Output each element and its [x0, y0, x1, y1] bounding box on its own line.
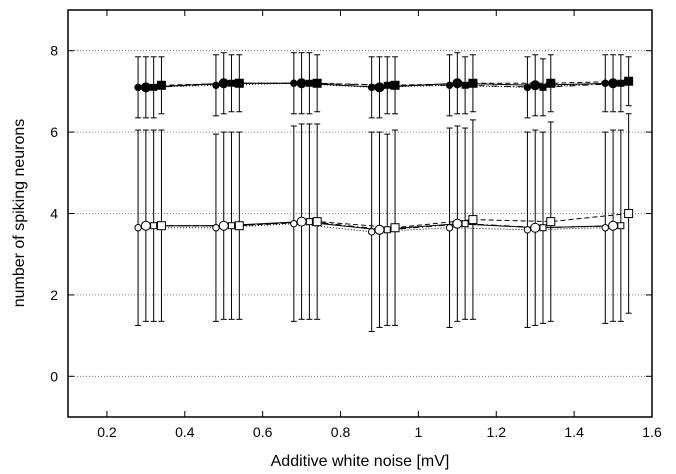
data-point-circle [290, 79, 298, 87]
data-point-circle [608, 78, 619, 89]
data-point-circle [296, 78, 307, 89]
data-point-square [305, 79, 313, 87]
data-point-circle [523, 226, 532, 234]
data-point-circle [218, 220, 229, 231]
y-axis-ticks: 0 2 4 6 8 [50, 43, 652, 384]
x-tick-label: 0.6 [253, 424, 273, 440]
data-point-square [617, 79, 625, 87]
data-point-circle [134, 83, 142, 92]
x-tick-label: 1.4 [564, 424, 584, 440]
data-point-square [539, 83, 547, 91]
error-bars [135, 52, 632, 333]
y-tick-label: 6 [50, 124, 58, 140]
data-point-circle [523, 83, 532, 92]
data-point-square [624, 76, 634, 86]
data-point-square [150, 83, 158, 91]
data-point-square [312, 78, 322, 88]
data-point-circle [374, 224, 385, 235]
data-point-square [150, 222, 158, 230]
data-point-circle [367, 228, 376, 236]
data-point-circle [608, 220, 619, 231]
data-point-square [468, 78, 478, 88]
data-point-square [390, 80, 400, 90]
data-point-square [468, 215, 478, 225]
x-tick-label: 0.2 [97, 424, 117, 440]
y-tick-label: 4 [50, 206, 58, 222]
data-point-circle [601, 224, 609, 232]
data-point-square [156, 221, 166, 231]
x-tick-label: 0.8 [331, 424, 351, 440]
data-point-circle [218, 78, 229, 89]
data-point-square [624, 209, 634, 218]
data-point-circle [445, 81, 454, 89]
data-point-circle [367, 83, 376, 92]
data-point-square [461, 81, 469, 89]
series-lines [138, 80, 629, 233]
data-point-square [461, 220, 469, 228]
y-axis-title: number of spiking neurons [11, 119, 28, 308]
series-markers [134, 76, 634, 236]
data-point-square [546, 78, 556, 88]
data-point-circle [140, 220, 151, 231]
x-tick-label: 1.2 [487, 424, 507, 440]
data-point-square [228, 79, 236, 87]
data-point-circle [374, 82, 385, 93]
data-point-circle [140, 82, 151, 93]
data-point-square [234, 78, 244, 88]
data-point-circle [212, 81, 220, 89]
data-point-circle [290, 219, 298, 228]
data-point-circle [212, 224, 220, 232]
y-tick-label: 8 [50, 43, 58, 59]
data-point-circle [445, 224, 454, 232]
data-point-square [546, 217, 556, 227]
data-point-square [390, 223, 400, 233]
data-point-square [539, 224, 547, 232]
data-point-circle [601, 79, 609, 87]
data-point-square [617, 222, 625, 230]
x-tick-label: 0.4 [175, 424, 195, 440]
y-tick-label: 2 [50, 287, 58, 303]
x-axis-title: Additive white noise [mV] [271, 453, 450, 470]
data-point-square [228, 222, 236, 230]
data-point-circle [134, 224, 142, 232]
data-point-square [156, 80, 166, 90]
data-point-square [305, 218, 313, 226]
data-point-square [383, 226, 391, 234]
x-tick-label: 1.6 [642, 424, 662, 440]
data-point-circle [452, 218, 463, 229]
data-point-circle [452, 78, 463, 89]
data-point-square [383, 81, 391, 89]
y-tick-label: 0 [50, 368, 58, 384]
data-point-circle [296, 216, 307, 227]
x-axis-ticks: 0.2 0.4 0.6 0.8 1 1.2 1.4 1.6 [97, 10, 662, 440]
data-point-circle [530, 80, 541, 91]
gridlines [68, 50, 652, 377]
data-point-square [234, 221, 244, 231]
x-tick-label: 1 [415, 424, 423, 440]
data-point-square [312, 217, 322, 227]
data-point-circle [530, 222, 541, 233]
